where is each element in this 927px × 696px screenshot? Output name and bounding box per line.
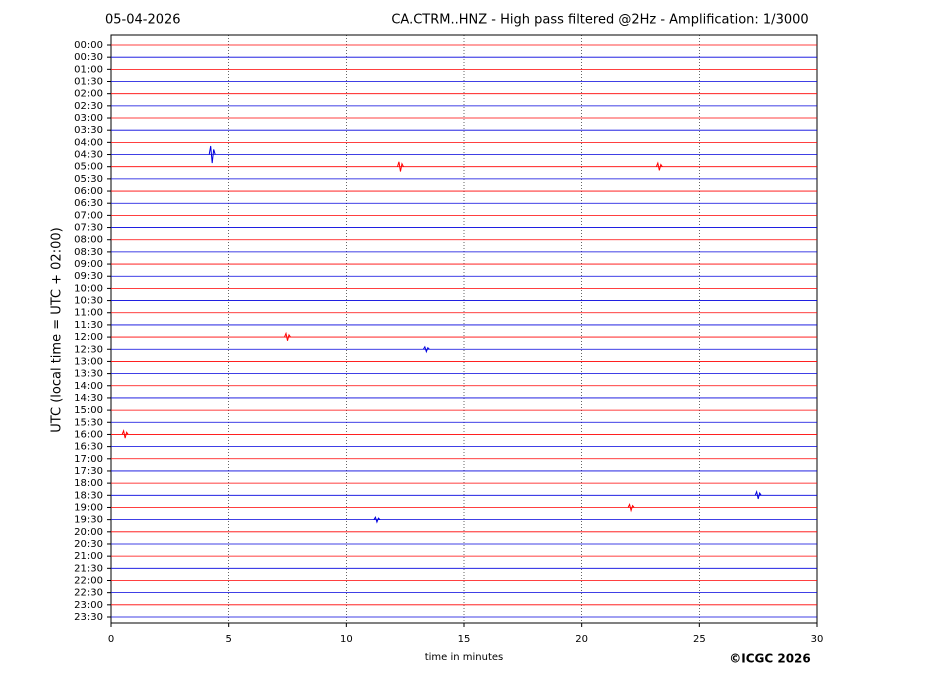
y-tick-label: 07:00 bbox=[74, 210, 103, 221]
event bbox=[284, 331, 291, 341]
y-tick-label: 18:30 bbox=[74, 490, 103, 501]
event bbox=[121, 429, 129, 439]
x-axis-label: time in minutes bbox=[425, 652, 504, 663]
y-tick-label: 07:30 bbox=[74, 223, 103, 234]
y-tick-label: 00:30 bbox=[74, 52, 103, 63]
y-tick-label: 08:00 bbox=[74, 235, 103, 246]
y-tick-label: 23:00 bbox=[74, 600, 103, 611]
y-tick-label: 18:00 bbox=[74, 478, 103, 489]
y-axis-label: UTC (local time = UTC + 02:00) bbox=[50, 227, 65, 432]
y-tick-label: 01:00 bbox=[74, 64, 103, 75]
y-tick-label: 23:30 bbox=[74, 612, 103, 623]
x-tick-label: 20 bbox=[575, 634, 588, 645]
copyright: ©ICGC 2026 bbox=[729, 652, 811, 666]
y-tick-label: 13:30 bbox=[74, 369, 103, 380]
x-tick-label: 15 bbox=[458, 634, 471, 645]
event bbox=[396, 161, 404, 172]
event bbox=[422, 345, 430, 354]
y-tick-label: 11:30 bbox=[74, 320, 103, 331]
y-tick-label: 19:30 bbox=[74, 515, 103, 526]
y-tick-label: 06:00 bbox=[74, 186, 103, 197]
y-tick-label: 03:00 bbox=[74, 113, 103, 124]
x-tick-label: 5 bbox=[225, 634, 231, 645]
y-tick-label: 20:30 bbox=[74, 539, 103, 550]
y-tick-label: 15:00 bbox=[74, 405, 103, 416]
y-tick-label: 11:00 bbox=[74, 308, 103, 319]
event bbox=[373, 516, 381, 524]
y-tick-label: 06:30 bbox=[74, 198, 103, 209]
x-tick-label: 10 bbox=[340, 634, 353, 645]
y-tick-label: 14:00 bbox=[74, 381, 103, 392]
y-tick-label: 04:30 bbox=[74, 150, 103, 161]
y-tick-label: 01:30 bbox=[74, 77, 103, 88]
x-tick-label: 0 bbox=[108, 634, 114, 645]
y-tick-label: 05:30 bbox=[74, 174, 103, 185]
y-tick-label: 16:30 bbox=[74, 442, 103, 453]
date: 05-04-2026 bbox=[105, 13, 181, 28]
y-tick-label: 03:30 bbox=[74, 125, 103, 136]
chart-title: CA.CTRM..HNZ - High pass filtered @2Hz -… bbox=[391, 13, 808, 28]
y-tick-label: 09:00 bbox=[74, 259, 103, 270]
y-tick-label: 10:00 bbox=[74, 283, 103, 294]
y-tick-label: 12:30 bbox=[74, 344, 103, 355]
event bbox=[655, 161, 663, 171]
y-tick-label: 12:00 bbox=[74, 332, 103, 343]
y-tick-label: 21:30 bbox=[74, 563, 103, 574]
y-tick-label: 15:30 bbox=[74, 417, 103, 428]
y-tick-label: 05:00 bbox=[74, 162, 103, 173]
y-tick-label: 19:00 bbox=[74, 502, 103, 513]
y-tick-label: 14:30 bbox=[74, 393, 103, 404]
y-tick-label: 22:00 bbox=[74, 575, 103, 586]
y-tick-label: 13:00 bbox=[74, 356, 103, 367]
y-tick-label: 17:30 bbox=[74, 466, 103, 477]
y-tick-label: 04:00 bbox=[74, 137, 103, 148]
y-tick-label: 21:00 bbox=[74, 551, 103, 562]
y-tick-label: 09:30 bbox=[74, 271, 103, 282]
event bbox=[627, 502, 635, 513]
event bbox=[754, 489, 762, 500]
y-tick-label: 20:00 bbox=[74, 527, 103, 538]
y-tick-label: 17:00 bbox=[74, 454, 103, 465]
y-tick-label: 00:00 bbox=[74, 40, 103, 51]
x-tick-label: 30 bbox=[811, 634, 824, 645]
y-tick-label: 08:30 bbox=[74, 247, 103, 258]
y-tick-label: 22:30 bbox=[74, 588, 103, 599]
y-tick-label: 02:30 bbox=[74, 101, 103, 112]
y-tick-label: 02:00 bbox=[74, 89, 103, 100]
y-tick-label: 16:00 bbox=[74, 429, 103, 440]
x-tick-label: 25 bbox=[693, 634, 706, 645]
y-tick-label: 10:30 bbox=[74, 296, 103, 307]
event bbox=[208, 145, 216, 164]
